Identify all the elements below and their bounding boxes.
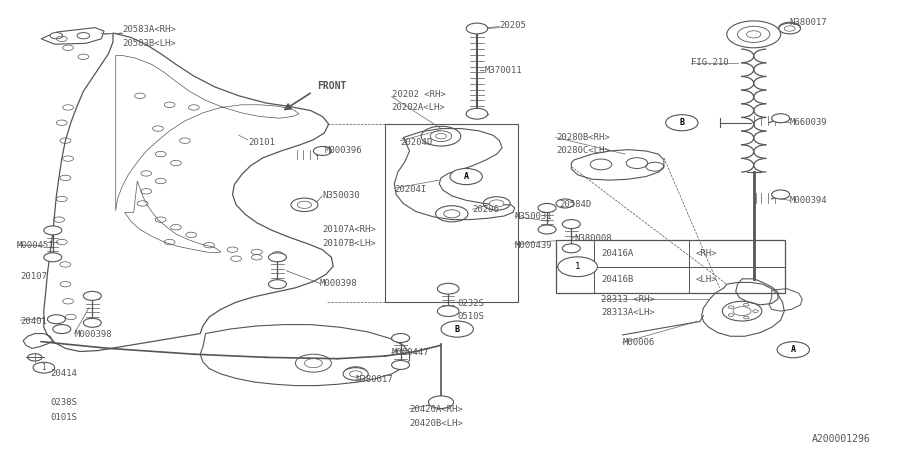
- Text: 20107: 20107: [21, 272, 48, 281]
- Circle shape: [538, 203, 556, 212]
- Circle shape: [771, 190, 789, 199]
- Text: <RH>: <RH>: [696, 249, 716, 258]
- Circle shape: [778, 22, 800, 33]
- Circle shape: [734, 306, 751, 315]
- Text: M660039: M660039: [789, 118, 827, 127]
- Circle shape: [77, 32, 90, 39]
- Text: 20101: 20101: [248, 138, 274, 147]
- Text: 20583A<RH>: 20583A<RH>: [122, 25, 176, 34]
- Circle shape: [437, 284, 459, 294]
- Text: 20202 <RH>: 20202 <RH>: [392, 90, 446, 99]
- Text: M000398: M000398: [320, 279, 357, 288]
- Circle shape: [84, 318, 102, 327]
- Text: B: B: [454, 324, 460, 333]
- Circle shape: [490, 200, 504, 207]
- Circle shape: [777, 342, 809, 358]
- Text: 20420A<RH>: 20420A<RH>: [410, 405, 464, 414]
- Text: 20416B: 20416B: [601, 275, 634, 284]
- Text: 20416A: 20416A: [601, 249, 634, 258]
- Text: <LH>: <LH>: [696, 275, 716, 284]
- Text: M000398: M000398: [75, 330, 112, 339]
- Text: N380017: N380017: [789, 18, 827, 27]
- Circle shape: [441, 321, 473, 337]
- Circle shape: [428, 396, 454, 409]
- Text: N350031: N350031: [515, 212, 553, 221]
- Circle shape: [44, 253, 62, 262]
- Text: 20204D: 20204D: [400, 138, 433, 147]
- Text: M000451: M000451: [17, 241, 55, 250]
- Circle shape: [268, 280, 286, 289]
- Circle shape: [558, 257, 598, 277]
- Text: B: B: [680, 118, 684, 127]
- Text: 20280B<RH>: 20280B<RH>: [556, 133, 610, 142]
- Text: M000394: M000394: [789, 196, 827, 205]
- Text: 20420B<LH>: 20420B<LH>: [410, 419, 464, 428]
- Text: M370011: M370011: [484, 66, 522, 75]
- Text: 0232S: 0232S: [457, 299, 484, 308]
- Text: 20584D: 20584D: [560, 200, 592, 209]
- Circle shape: [268, 253, 286, 262]
- Circle shape: [466, 108, 488, 119]
- Text: 0101S: 0101S: [50, 413, 77, 422]
- Text: M000447: M000447: [392, 348, 429, 357]
- Text: 1: 1: [575, 262, 580, 271]
- Text: M00006: M00006: [623, 338, 655, 347]
- Circle shape: [562, 244, 580, 253]
- Text: 28313A<LH>: 28313A<LH>: [601, 308, 654, 317]
- Bar: [385, 124, 518, 302]
- Text: 20206: 20206: [472, 205, 500, 214]
- Circle shape: [562, 220, 580, 229]
- Circle shape: [392, 360, 410, 369]
- Text: M000396: M000396: [324, 147, 362, 156]
- Circle shape: [48, 315, 66, 324]
- Circle shape: [84, 292, 102, 300]
- Text: M000439: M000439: [515, 241, 553, 250]
- Text: 20583B<LH>: 20583B<LH>: [122, 39, 176, 48]
- Text: 20204I: 20204I: [394, 184, 427, 194]
- Circle shape: [778, 23, 800, 34]
- Circle shape: [291, 198, 318, 212]
- Text: 20414: 20414: [50, 369, 77, 378]
- Text: N380008: N380008: [574, 234, 612, 243]
- Text: 1: 1: [41, 363, 46, 372]
- Circle shape: [33, 362, 55, 373]
- Text: A: A: [464, 172, 469, 181]
- Circle shape: [538, 225, 556, 234]
- Circle shape: [738, 26, 770, 42]
- Circle shape: [304, 359, 322, 368]
- Text: 20202A<LH>: 20202A<LH>: [392, 103, 446, 112]
- Text: 20205: 20205: [500, 21, 526, 30]
- Circle shape: [466, 23, 488, 34]
- Text: N380017: N380017: [356, 375, 393, 384]
- Circle shape: [53, 324, 71, 333]
- Circle shape: [666, 115, 698, 131]
- Circle shape: [771, 114, 789, 123]
- Circle shape: [437, 306, 459, 316]
- Circle shape: [50, 32, 63, 39]
- Text: 20107A<RH>: 20107A<RH>: [322, 225, 376, 234]
- Circle shape: [430, 131, 452, 142]
- Text: FRONT: FRONT: [317, 81, 346, 91]
- Text: 0510S: 0510S: [457, 312, 484, 321]
- Text: FIG.210: FIG.210: [691, 58, 728, 67]
- Circle shape: [44, 226, 62, 235]
- Text: 20107B<LH>: 20107B<LH>: [322, 239, 376, 248]
- Circle shape: [556, 199, 574, 208]
- Text: 20280C<LH>: 20280C<LH>: [556, 147, 610, 156]
- Bar: [556, 240, 785, 293]
- Text: 20401: 20401: [21, 317, 48, 326]
- Circle shape: [313, 147, 331, 155]
- Text: 0238S: 0238S: [50, 398, 77, 407]
- Text: A: A: [791, 345, 796, 354]
- Text: A200001296: A200001296: [812, 434, 870, 445]
- Text: N350030: N350030: [322, 191, 360, 200]
- Circle shape: [450, 168, 482, 184]
- Circle shape: [444, 210, 460, 218]
- Circle shape: [343, 368, 368, 380]
- Text: 28313 <RH>: 28313 <RH>: [601, 294, 654, 303]
- Circle shape: [392, 333, 410, 342]
